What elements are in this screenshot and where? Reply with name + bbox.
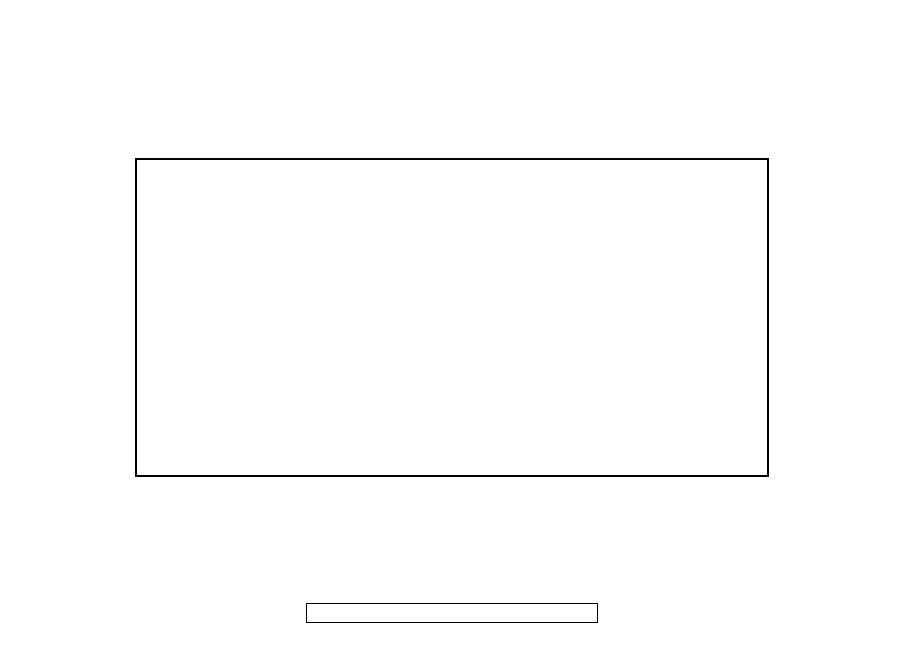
colorbar-canvas <box>306 603 598 623</box>
contour-plot-canvas <box>135 158 769 477</box>
